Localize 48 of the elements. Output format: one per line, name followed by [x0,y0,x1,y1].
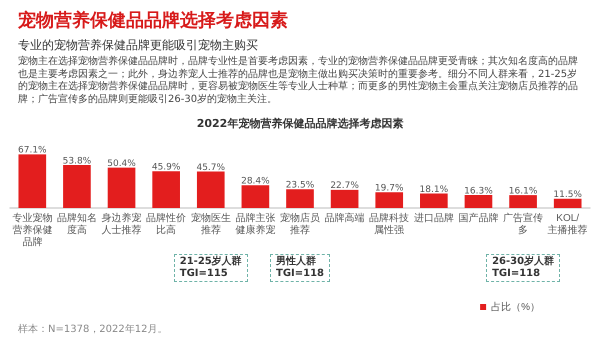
x-tick-label: 国产品牌 [458,212,498,224]
data-label: 23.5% [286,180,315,191]
chart-title: 宠物营养保健品品牌选择考虑因素 [18,9,288,32]
x-tick-label: 品牌主张健康养宠 [235,212,276,236]
bar [242,185,270,208]
data-label: 19.7% [374,184,404,194]
legend-label: 占比（%） [491,300,540,313]
bar [464,194,492,208]
data-label: 50.4% [107,159,136,170]
data-label: 28.4% [241,176,270,187]
bar [286,189,314,208]
text: 26-30岁人群 TGI=118 [486,254,560,282]
x-tick-label: 品牌知名度高 [56,212,97,236]
x-tick-label: 宠物医生推荐 [190,212,231,236]
data-label: 11.5% [553,190,582,200]
text: 男性人群 TGI=118 [270,254,330,282]
bar [108,168,136,208]
bar [554,198,582,208]
data-label: 16.1% [508,186,538,196]
bar [196,171,225,208]
text: 21-25岁人群 TGI=115 [174,254,248,282]
x-tick-label: 品牌科技属性强 [369,212,410,236]
x-tick-label: 品牌高端 [324,212,365,224]
data-label: 22.7% [330,181,360,192]
text: 宠物主在选择宠物营养保健品品牌时，品牌专业性是首要考虑因素，专业的宠物营养保健品品牌更受青睐；其次知名度高的品牌也是主要考虑因素之一；此外，身边养宠人士推荐的品牌也是宠物主做出购买决策时的重要参考。细分不同人群来看，21-25岁的宠物主在选择宠物营养保健品品牌时，更容易被宠物医生等专业人士种草；而更多的男性宠物主会重点关注宠物店员推荐的品牌；广告宣传多的品牌则更能吸引26-30岁的宠物主关注。 [18,56,579,106]
x-tick-label: 品牌性价比高 [146,212,186,236]
data-label: 18.1% [420,184,449,195]
data-label: 16.3% [464,186,494,196]
chart-subtitle: 专业的宠物营养保健品牌更能吸引宠物主购买 [18,37,258,54]
bar [420,194,448,208]
x-tick-label: 进口品牌 [414,212,454,224]
text: 样本：N=1378，2022年12月。 [18,322,168,336]
text: 2022年宠物营养保健品品牌选择考虑因素 [196,116,404,131]
data-label: 45.9% [152,162,181,173]
bar [152,171,180,208]
data-label: 67.1% [18,146,48,156]
bar [18,154,46,208]
data-label: 53.8% [62,156,92,166]
bar [509,195,537,208]
bar [63,164,91,208]
data-label: 45.7% [196,162,226,173]
x-tick-label: 身边养宠人士推荐 [102,212,142,236]
bar [375,192,404,208]
bar [330,190,358,208]
x-tick-label: 专业宠物营养保健品牌 [12,212,52,248]
x-tick-label: KOL/主播推荐 [548,212,588,236]
x-tick-label: 宠物店员推荐 [280,212,320,236]
x-tick-label: 广告宣传多 [503,212,544,236]
